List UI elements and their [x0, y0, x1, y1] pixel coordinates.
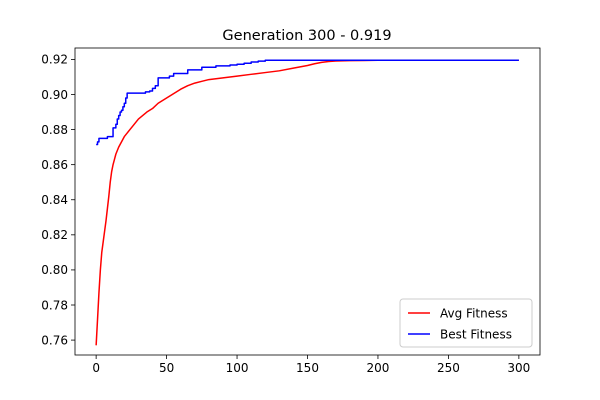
series-line-best-fitness: [96, 59, 519, 146]
x-tick-label: 150: [296, 361, 319, 375]
y-tick-label: 0.82: [41, 228, 68, 242]
y-tick-label: 0.92: [41, 53, 68, 67]
axes: 0 50 100 150 200 250 300 0.76 0.78 0.80 0.82 0.84 0.…: [41, 47, 541, 375]
x-tick-label: 0: [92, 361, 100, 375]
x-tick-label: 300: [507, 361, 530, 375]
legend-box: [399, 298, 533, 348]
y-tick-label: 0.78: [41, 298, 68, 312]
chart-title: Generation 300 - 0.919: [222, 28, 391, 44]
plot-area: [95, 59, 519, 346]
legend: Avg Fitness Best Fitness: [399, 298, 533, 348]
y-tick-label: 0.80: [41, 263, 68, 277]
x-tick-label: 250: [437, 361, 460, 375]
y-tick-label: 0.90: [41, 88, 68, 102]
x-tick-label: 50: [159, 361, 174, 375]
y-tick-label: 0.84: [41, 193, 68, 207]
x-tick-label: 100: [226, 361, 249, 375]
series-line-avg-fitness: [95, 59, 519, 346]
y-tick-label: 0.86: [41, 158, 68, 172]
y-tick-label: 0.76: [41, 333, 68, 347]
x-tick-label: 200: [367, 361, 390, 375]
legend-label-avg-fitness: Avg Fitness: [440, 306, 508, 320]
y-tick-label: 0.88: [41, 123, 68, 137]
legend-label-best-fitness: Best Fitness: [440, 327, 512, 341]
